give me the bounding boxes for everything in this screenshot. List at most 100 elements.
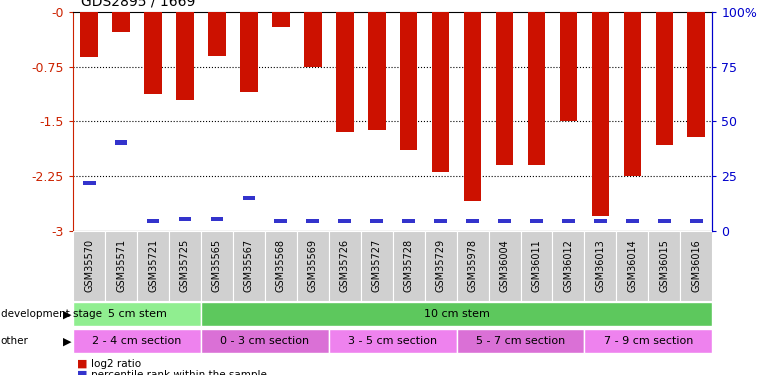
- Text: GSM35565: GSM35565: [212, 239, 222, 292]
- Bar: [329, 231, 360, 301]
- Text: ▶: ▶: [63, 309, 72, 319]
- Bar: [304, 12, 322, 67]
- Bar: [73, 302, 201, 326]
- Bar: [393, 231, 425, 301]
- Bar: [464, 12, 481, 201]
- Bar: [338, 219, 351, 224]
- Bar: [658, 219, 671, 224]
- Bar: [201, 302, 712, 326]
- Bar: [457, 231, 488, 301]
- Bar: [562, 219, 575, 224]
- Bar: [457, 329, 584, 353]
- Bar: [243, 196, 256, 200]
- Bar: [73, 329, 201, 353]
- Bar: [488, 231, 521, 301]
- Bar: [112, 12, 130, 32]
- Bar: [498, 219, 511, 224]
- Bar: [306, 219, 320, 224]
- Text: GSM36016: GSM36016: [691, 239, 701, 292]
- Text: GSM35721: GSM35721: [148, 239, 158, 292]
- Bar: [681, 231, 712, 301]
- Bar: [496, 12, 514, 165]
- Bar: [179, 217, 192, 221]
- Text: GDS2895 / 1669: GDS2895 / 1669: [81, 0, 196, 8]
- Text: GSM35570: GSM35570: [84, 239, 94, 292]
- Bar: [560, 12, 578, 122]
- Bar: [690, 219, 703, 224]
- Bar: [272, 12, 290, 27]
- Text: other: other: [1, 336, 28, 346]
- Text: GSM35567: GSM35567: [244, 239, 254, 292]
- Text: GSM35568: GSM35568: [276, 239, 286, 292]
- Bar: [169, 231, 201, 301]
- Bar: [80, 12, 98, 57]
- Bar: [466, 219, 479, 224]
- Bar: [201, 231, 233, 301]
- Text: GSM36011: GSM36011: [531, 239, 541, 292]
- Text: 10 cm stem: 10 cm stem: [424, 309, 490, 319]
- Bar: [144, 12, 162, 94]
- Bar: [434, 219, 447, 224]
- Text: GSM35726: GSM35726: [340, 239, 350, 292]
- Text: ■: ■: [77, 370, 88, 375]
- Bar: [688, 12, 705, 137]
- Text: GSM36012: GSM36012: [564, 239, 574, 292]
- Bar: [553, 231, 584, 301]
- Bar: [73, 231, 105, 301]
- Bar: [527, 12, 545, 165]
- Bar: [368, 12, 386, 130]
- Bar: [274, 219, 287, 224]
- Text: log2 ratio: log2 ratio: [91, 359, 141, 369]
- Bar: [432, 12, 450, 173]
- Text: GSM35978: GSM35978: [467, 239, 477, 292]
- Text: percentile rank within the sample: percentile rank within the sample: [91, 370, 266, 375]
- Bar: [265, 231, 296, 301]
- Text: GSM36004: GSM36004: [500, 239, 510, 292]
- Text: development stage: development stage: [1, 309, 102, 319]
- Bar: [115, 140, 128, 145]
- Bar: [329, 329, 457, 353]
- Bar: [336, 12, 353, 132]
- Text: 3 - 5 cm section: 3 - 5 cm section: [348, 336, 437, 346]
- Bar: [591, 12, 609, 216]
- Bar: [210, 217, 223, 221]
- Bar: [655, 12, 673, 145]
- Text: 5 cm stem: 5 cm stem: [108, 309, 166, 319]
- Text: GSM35728: GSM35728: [403, 239, 413, 292]
- Bar: [648, 231, 681, 301]
- Text: 2 - 4 cm section: 2 - 4 cm section: [92, 336, 182, 346]
- Text: ■: ■: [77, 359, 88, 369]
- Text: GSM35725: GSM35725: [180, 239, 190, 292]
- Bar: [626, 219, 639, 224]
- Text: GSM35569: GSM35569: [308, 239, 318, 292]
- Bar: [240, 12, 258, 92]
- Bar: [82, 181, 95, 186]
- Bar: [137, 231, 169, 301]
- Bar: [624, 12, 641, 176]
- Bar: [370, 219, 383, 224]
- Bar: [201, 329, 329, 353]
- Bar: [400, 12, 417, 150]
- Bar: [530, 219, 543, 224]
- Text: GSM35729: GSM35729: [436, 239, 446, 292]
- Bar: [360, 231, 393, 301]
- Bar: [297, 231, 329, 301]
- Bar: [176, 12, 194, 100]
- Text: GSM36013: GSM36013: [595, 239, 605, 292]
- Bar: [208, 12, 226, 56]
- Text: 7 - 9 cm section: 7 - 9 cm section: [604, 336, 693, 346]
- Text: GSM36014: GSM36014: [628, 239, 638, 292]
- Bar: [594, 219, 607, 224]
- Bar: [425, 231, 457, 301]
- Bar: [617, 231, 648, 301]
- Bar: [233, 231, 265, 301]
- Bar: [584, 231, 617, 301]
- Bar: [146, 219, 159, 224]
- Bar: [105, 231, 137, 301]
- Text: GSM35727: GSM35727: [372, 239, 382, 292]
- Bar: [402, 219, 415, 224]
- Text: ▶: ▶: [63, 336, 72, 346]
- Text: GSM35571: GSM35571: [116, 239, 126, 292]
- Bar: [584, 329, 712, 353]
- Text: GSM36015: GSM36015: [659, 239, 669, 292]
